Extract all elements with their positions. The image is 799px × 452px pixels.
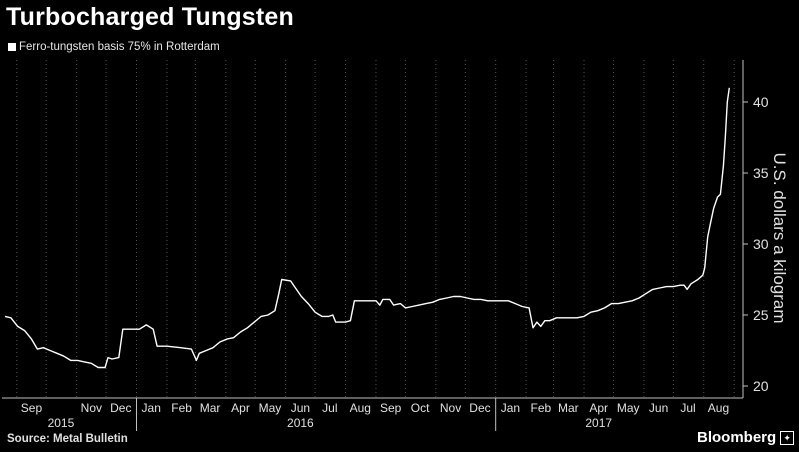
year-label: 2017	[585, 416, 612, 430]
x-tick-label: Sep	[380, 401, 402, 415]
legend-label: Ferro-tungsten basis 75% in Rotterdam	[19, 41, 220, 53]
source-note: Source: Metal Bulletin	[7, 433, 128, 445]
y-tick-label: 25	[753, 307, 769, 323]
x-tick-label: Oct	[411, 401, 430, 415]
y-axis-labels: 20 25 30 35 40	[743, 94, 769, 394]
x-tick-label: Sep	[21, 401, 43, 415]
series	[4, 87, 730, 369]
x-tick-label: Apr	[589, 401, 608, 415]
axes	[2, 60, 744, 399]
x-tick-label: Feb	[530, 401, 551, 415]
x-tick-label: Mar	[558, 401, 579, 415]
y-tick-label: 35	[753, 165, 769, 181]
y-axis-label: U.S. dollars a kilogram	[770, 152, 789, 323]
brand-name: Bloomberg	[697, 429, 777, 446]
y-tick-label: 30	[753, 236, 769, 252]
chart-title: Turbocharged Tungsten	[6, 3, 294, 31]
legend-swatch	[8, 43, 16, 51]
x-tick-label: Nov	[81, 401, 102, 415]
x-tick-label: Jul	[680, 401, 695, 415]
x-tick-label: Aug	[708, 401, 729, 415]
year-label: 2015	[48, 416, 75, 430]
x-axis-labels: Sep Nov Dec Jan Feb Mar Apr May Jun Jul Aug Sep Oct N…	[21, 398, 729, 431]
y-tick-label: 20	[753, 378, 769, 394]
x-tick-label: May	[259, 401, 282, 415]
x-tick-label: Jul	[322, 401, 337, 415]
grid-lines	[16, 60, 735, 398]
x-tick-label: Feb	[171, 401, 192, 415]
brand-logo: Bloomberg ✦	[697, 429, 795, 446]
x-tick-label: May	[617, 401, 640, 415]
legend: Ferro-tungsten basis 75% in Rotterdam	[8, 41, 220, 53]
y-tick-label: 40	[753, 94, 769, 110]
x-tick-label: Jan	[142, 401, 161, 415]
x-tick-label: Dec	[110, 401, 131, 415]
x-tick-label: Jun	[649, 401, 668, 415]
x-tick-label: Jun	[291, 401, 310, 415]
x-tick-label: Dec	[469, 401, 490, 415]
x-tick-label: Jan	[501, 401, 520, 415]
x-tick-label: Nov	[440, 401, 461, 415]
x-tick-label: Apr	[231, 401, 250, 415]
x-tick-label: Mar	[200, 401, 221, 415]
series-line	[4, 87, 730, 369]
year-label: 2016	[287, 416, 314, 430]
bloomberg-logo-icon: ✦	[780, 430, 795, 445]
x-tick-label: Aug	[350, 401, 371, 415]
